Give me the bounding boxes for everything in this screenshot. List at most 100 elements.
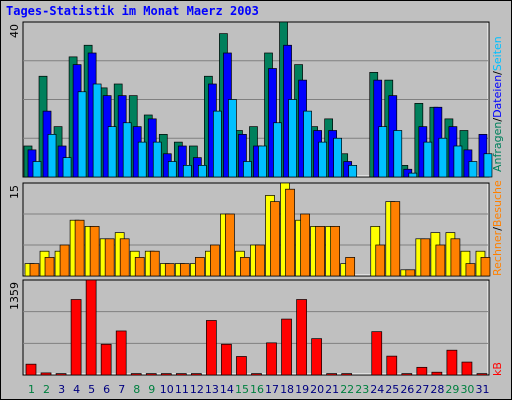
x-tick-label-day-21: 21: [325, 383, 339, 396]
y-axis-max-label-1: 40: [8, 24, 21, 38]
bar-kb-day-20: [311, 338, 322, 376]
bar-rechner-day-9: [149, 250, 160, 277]
bar-rechner-day-22: [345, 257, 356, 277]
bar-rechner-day-2: [44, 257, 55, 277]
bar-seiten-day-10: [167, 161, 177, 178]
bar-rechner-day-14: [225, 213, 235, 277]
bar-kb-day-29: [446, 349, 458, 376]
bar-kb-day-15: [236, 356, 247, 376]
legend-entry: kB: [491, 362, 504, 376]
bar-kb-day-11: [175, 373, 187, 376]
bar-seiten-day-22: [348, 165, 358, 178]
bar-seiten-day-16: [258, 145, 267, 178]
chart-title: Tages-Statistik im Monat Maerz 2003: [6, 4, 259, 18]
bar-rechner-day-21: [330, 226, 340, 277]
x-tick-label-day-4: 4: [73, 383, 80, 396]
legend-1: Anfragen/Dateien/Seiten: [491, 36, 504, 172]
x-tick-label-day-29: 29: [445, 383, 459, 396]
bar-seiten-day-8: [137, 141, 147, 178]
bar-kb-day-25: [386, 355, 398, 376]
legend-entry: /: [491, 227, 504, 231]
x-tick-label-day-15: 15: [235, 383, 249, 396]
bar-rechner-day-28: [435, 244, 446, 277]
legend-entry: Rechner: [491, 230, 504, 276]
bar-rechner-day-6: [104, 238, 115, 277]
bar-seiten-day-24: [378, 126, 388, 178]
bar-kb-day-18: [281, 318, 292, 376]
legend-2: Rechner/Besuche: [491, 180, 504, 276]
x-tick-label-day-17: 17: [265, 383, 279, 396]
bar-rechner-day-4: [74, 219, 85, 277]
legend-entry: /: [491, 71, 504, 75]
bar-kb-day-26: [401, 373, 413, 376]
bar-seiten-day-13: [213, 110, 222, 178]
x-tick-label-day-7: 7: [118, 383, 125, 396]
x-tick-label-day-20: 20: [310, 383, 324, 396]
bar-seiten-day-3: [62, 157, 72, 178]
bar-seiten-day-2: [47, 134, 57, 178]
y-axis-max-label-2: 15: [8, 185, 21, 199]
bar-rechner-day-20: [315, 226, 325, 277]
bar-seiten-day-18: [288, 99, 297, 178]
bar-seiten-day-17: [273, 122, 282, 178]
bar-kb-day-13: [206, 320, 217, 376]
bar-rechner-day-11: [179, 263, 190, 277]
bar-kb-day-4: [70, 299, 82, 376]
bar-kb-day-19: [296, 299, 307, 376]
bar-kb-day-8: [130, 373, 142, 376]
x-tick-label-day-8: 8: [133, 383, 140, 396]
x-tick-label-day-14: 14: [220, 383, 234, 396]
bar-kb-day-17: [266, 342, 277, 376]
y-axis-max-label-3: 1359: [8, 282, 21, 310]
bar-rechner-day-17: [270, 201, 280, 277]
bar-rechner-day-25: [390, 201, 401, 277]
bar-seiten-day-12: [198, 165, 207, 178]
x-tick-label-day-24: 24: [370, 383, 384, 396]
bar-seiten-day-25: [393, 130, 403, 178]
bar-seiten-day-14: [228, 99, 237, 178]
bar-seiten-day-9: [152, 141, 162, 178]
bar-seiten-day-29: [453, 145, 463, 178]
x-tick-label-day-19: 19: [295, 383, 309, 396]
bar-rechner-day-1: [29, 263, 40, 277]
bar-seiten-day-6: [107, 126, 117, 178]
legend-entry: Dateien: [491, 75, 504, 118]
legend-entry: Seiten: [491, 36, 504, 71]
x-tick-label-day-1: 1: [28, 383, 35, 396]
bar-rechner-day-18: [285, 188, 295, 277]
bar-kb-day-12: [191, 373, 202, 376]
bar-seiten-day-26: [408, 172, 418, 178]
bar-kb-day-9: [145, 373, 157, 376]
bar-rechner-day-13: [210, 244, 220, 277]
bar-rechner-day-12: [195, 257, 205, 277]
bar-seiten-day-11: [182, 165, 192, 178]
x-tick-label-day-16: 16: [250, 383, 264, 396]
bar-kb-day-27: [416, 366, 428, 376]
bar-rechner-day-3: [59, 244, 70, 277]
bar-seiten-day-15: [243, 161, 252, 178]
x-tick-label-day-30: 30: [460, 383, 474, 396]
bar-rechner-day-10: [164, 263, 175, 277]
x-tick-label-day-28: 28: [430, 383, 444, 396]
legend-3: kB: [491, 362, 504, 376]
x-tick-label-day-3: 3: [58, 383, 65, 396]
bar-kb-day-1: [25, 363, 37, 376]
x-tick-label-day-27: 27: [415, 383, 429, 396]
bar-rechner-day-29: [450, 238, 461, 277]
bar-seiten-day-20: [318, 141, 327, 178]
bar-seiten-day-19: [303, 110, 312, 178]
legend-entry: /: [491, 118, 504, 122]
bar-kb-day-16: [251, 373, 262, 376]
bar-seiten-day-1: [32, 161, 42, 178]
legend-entry: Anfragen: [491, 122, 504, 172]
x-tick-label-day-10: 10: [160, 383, 174, 396]
bar-rechner-day-16: [255, 244, 265, 277]
bar-seiten-day-4: [77, 91, 87, 178]
bar-dateien-day-15: [238, 134, 247, 178]
bar-rechner-day-15: [240, 257, 250, 277]
x-tick-label-day-23: 23: [355, 383, 369, 396]
bar-kb-day-3: [55, 373, 67, 376]
bar-rechner-day-7: [119, 238, 130, 277]
bar-kb-day-2: [40, 372, 52, 376]
bar-kb-day-10: [160, 373, 172, 376]
